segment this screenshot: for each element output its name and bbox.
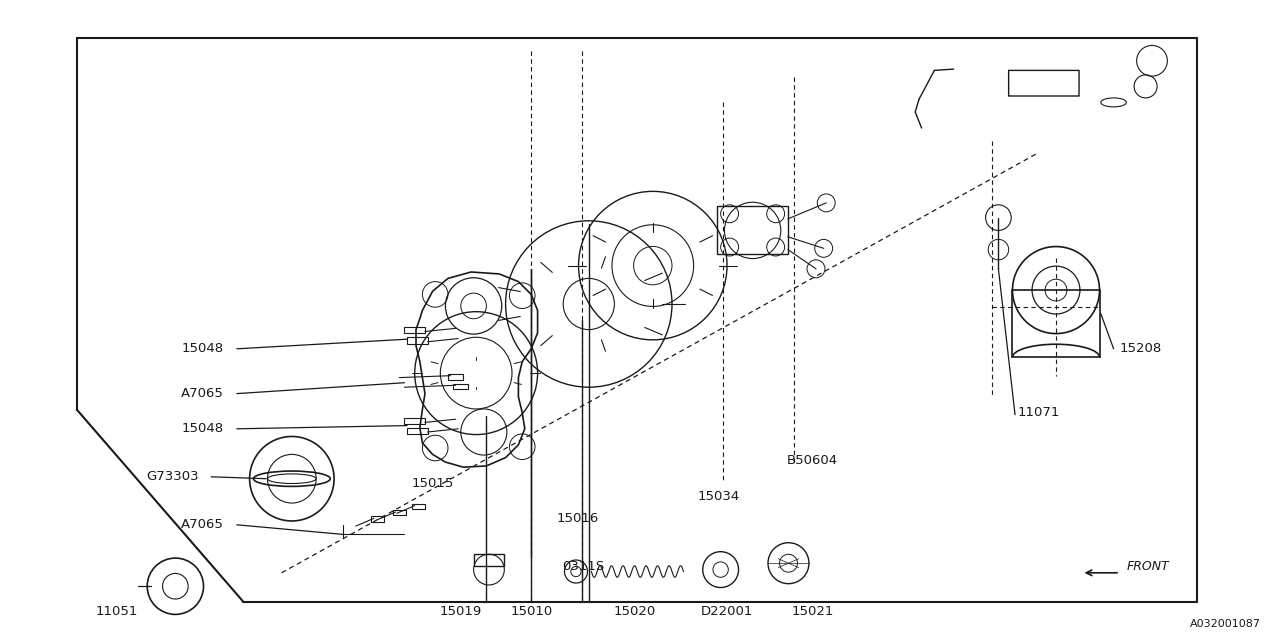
Bar — [718, 206, 788, 254]
Text: 0311S: 0311S — [562, 560, 605, 573]
Text: 15019: 15019 — [439, 605, 483, 618]
Text: B50604: B50604 — [787, 454, 838, 467]
Text: A7065: A7065 — [182, 518, 224, 531]
Text: 11051: 11051 — [96, 605, 138, 618]
Bar — [404, 327, 425, 333]
Bar — [1012, 290, 1100, 357]
Bar — [407, 428, 428, 434]
Text: 15034: 15034 — [698, 490, 740, 502]
Text: A032001087: A032001087 — [1190, 619, 1261, 629]
Text: D22001: D22001 — [701, 605, 753, 618]
Bar — [412, 504, 425, 509]
Text: G73303: G73303 — [146, 470, 198, 483]
Bar — [474, 554, 504, 566]
Bar — [407, 337, 428, 344]
Bar — [404, 418, 425, 424]
Bar — [448, 374, 463, 380]
Text: 15016: 15016 — [557, 512, 599, 525]
Text: 15020: 15020 — [613, 605, 657, 618]
Text: 11071: 11071 — [1018, 406, 1060, 419]
Text: FRONT: FRONT — [1126, 560, 1169, 573]
Bar — [453, 384, 468, 389]
Text: 15208: 15208 — [1120, 342, 1162, 355]
Text: 15048: 15048 — [182, 342, 224, 355]
Bar — [393, 510, 406, 515]
Text: 15010: 15010 — [509, 605, 553, 618]
Text: 15021: 15021 — [791, 605, 835, 618]
Bar — [371, 516, 384, 522]
Text: 15048: 15048 — [182, 422, 224, 435]
Text: A7065: A7065 — [182, 387, 224, 400]
Text: 15015: 15015 — [412, 477, 454, 490]
